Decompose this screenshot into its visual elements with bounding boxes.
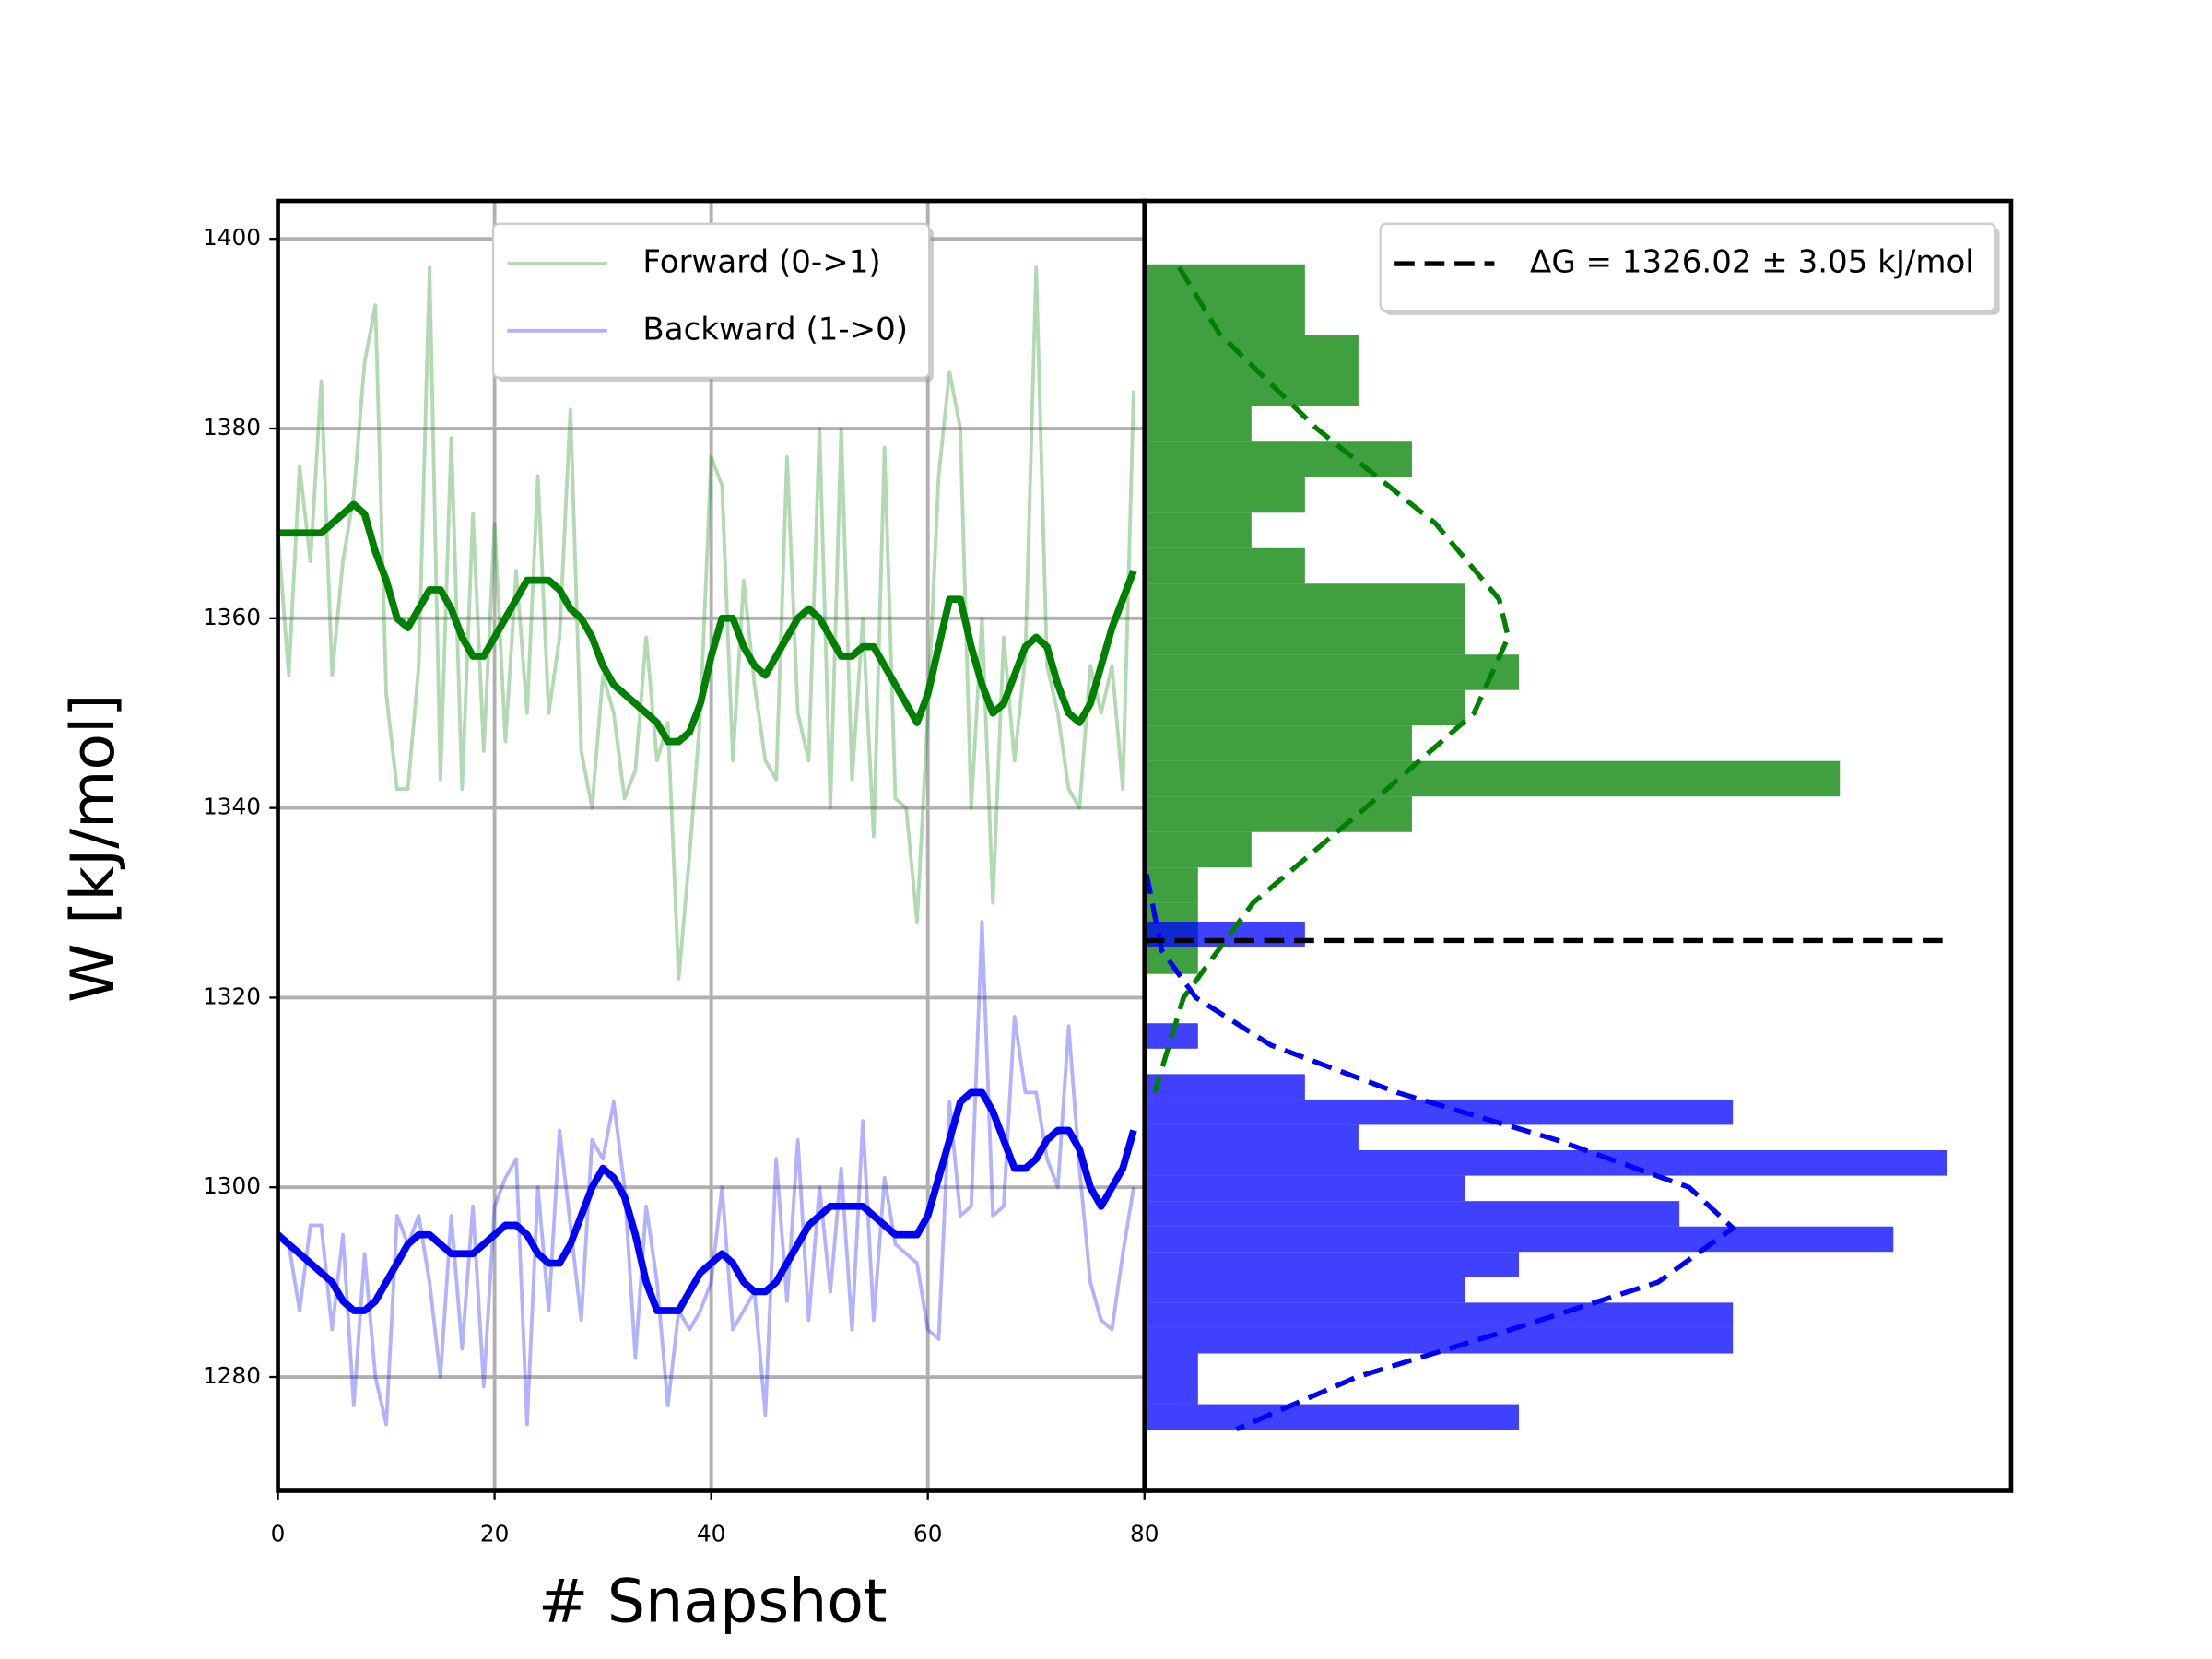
hist-bar — [1144, 618, 1465, 655]
hist-bar — [1144, 512, 1252, 548]
y-tick-label: 1300 — [203, 1172, 261, 1199]
hist-bar — [1144, 477, 1305, 513]
series-line — [275, 1088, 1137, 1314]
hist-bar — [1144, 371, 1359, 406]
hist-bar — [1144, 1201, 1680, 1227]
legend-label: ΔG = 1326.02 ± 3.05 kJ/mol — [1530, 244, 1974, 281]
legend-box — [491, 222, 931, 379]
y-tick-label: 1340 — [203, 794, 261, 820]
y-tick-label: 1360 — [203, 604, 261, 630]
hist-bar — [1144, 1404, 1520, 1430]
hist-bar — [1144, 796, 1412, 832]
hist-bar — [1144, 725, 1412, 761]
y-axis-label: W [kJ/mol] — [59, 694, 128, 1003]
y-tick-label: 1380 — [203, 414, 261, 441]
series-line — [277, 500, 1137, 746]
x-tick-label: 80 — [1130, 1520, 1159, 1547]
legend: ΔG = 1326.02 ± 3.05 kJ/mol — [1379, 222, 2000, 315]
hist-bar — [1144, 583, 1465, 619]
hist-bar — [1144, 1353, 1198, 1379]
x-tick-label: 60 — [913, 1520, 942, 1547]
legend-box — [1379, 222, 1997, 312]
hist-bar — [1144, 300, 1305, 335]
hist-bar — [1144, 264, 1305, 300]
hist-bar — [1144, 406, 1252, 442]
series-line — [276, 920, 1135, 1427]
hist-bar — [1144, 654, 1520, 690]
axes-frame — [1142, 198, 2014, 1493]
y-tick-label: 1320 — [203, 982, 261, 1009]
hist-bar — [1144, 1277, 1465, 1303]
hist-bar — [1144, 831, 1252, 868]
y-tick-label: 1280 — [203, 1362, 261, 1389]
y-tick-label: 1400 — [203, 224, 261, 251]
hist-bar — [1144, 1175, 1465, 1202]
hist-bar — [1144, 1074, 1305, 1100]
legend-label: Backward (1->0) — [642, 311, 908, 347]
hist-bar — [1144, 547, 1305, 584]
fit-curve — [1152, 265, 1512, 1094]
hist-bar — [1144, 1226, 1894, 1253]
x-tick-label: 20 — [480, 1520, 509, 1547]
hist-bar — [1144, 760, 1841, 797]
legend-label: Forward (0->1) — [642, 244, 880, 281]
hist-bar — [1144, 1124, 1359, 1150]
hist-bar — [1144, 689, 1465, 726]
hist-bar — [1144, 1378, 1198, 1405]
hist-bar — [1144, 1302, 1734, 1328]
x-axis-label: # Snapshot — [538, 1567, 888, 1636]
x-tick-label: 0 — [271, 1520, 286, 1547]
x-tick-label: 40 — [697, 1520, 725, 1547]
hist-bar — [1144, 867, 1198, 903]
fit-curve — [1144, 874, 1737, 1432]
hist-bar — [1144, 1150, 1947, 1176]
hist-bar — [1144, 922, 1305, 947]
legend: Forward (0->1) Backward (1->0) — [491, 222, 934, 382]
hist-bar — [1144, 1252, 1520, 1277]
